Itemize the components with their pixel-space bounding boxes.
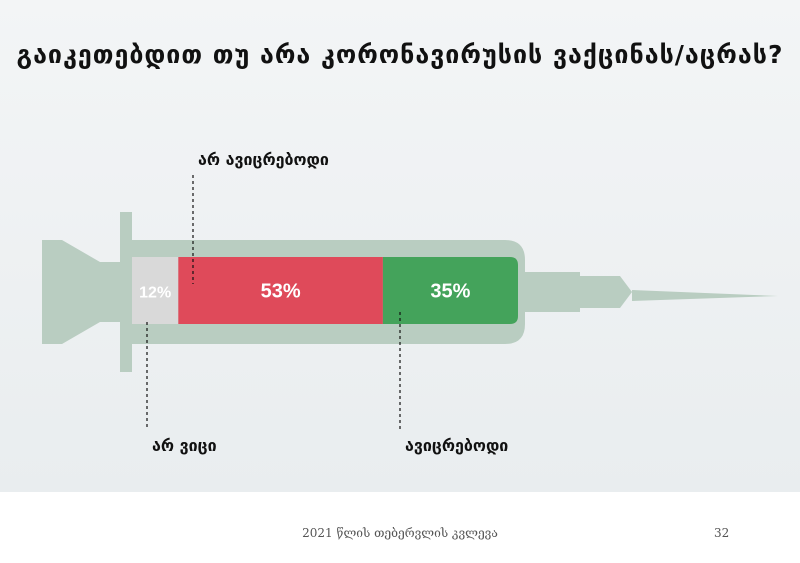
callout-label-yes: ავიცრებოდი (405, 436, 509, 455)
syringe-hub (525, 272, 580, 312)
footer: 2021 წლის თებერვლის კვლევა 32 (0, 492, 800, 563)
callout-label-dontknow: არ ვიცი (152, 436, 217, 455)
segment-dontknow (132, 257, 179, 324)
value-label-dontknow: 12% (139, 285, 171, 302)
page-number: 32 (714, 526, 730, 540)
segment-no (178, 257, 383, 324)
segments-group: 12% 53% 35% (132, 257, 518, 324)
value-label-no: 53% (261, 281, 301, 303)
segment-yes (382, 257, 518, 324)
syringe-needle (632, 290, 778, 301)
callout-label-no: არ ავიცრებოდი (198, 150, 329, 169)
value-label-yes: 35% (430, 281, 470, 303)
syringe-tip (580, 276, 632, 308)
syringe-plunger (42, 240, 120, 344)
syringe-flange (120, 212, 132, 372)
footer-text: 2021 წლის თებერვლის კვლევა (302, 526, 498, 540)
chart-title: გაიკეთებდით თუ არა კორონავირუსის ვაქცინა… (16, 40, 784, 69)
syringe-chart: 12% 53% 35% (42, 175, 778, 430)
